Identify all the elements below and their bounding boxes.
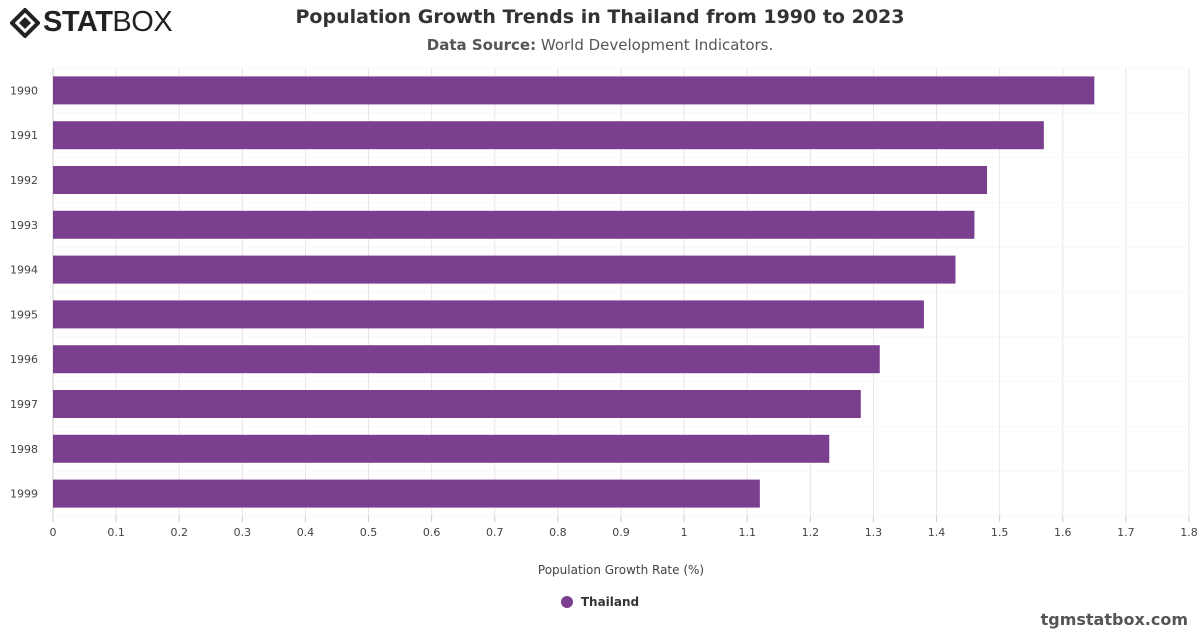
x-tick-label: 1.5: [991, 526, 1009, 539]
bar: [53, 434, 830, 463]
legend-marker: [560, 596, 573, 608]
bar: [53, 76, 1095, 105]
x-tick-label: 0.4: [297, 526, 315, 539]
y-tick-label: 1998: [10, 443, 38, 456]
x-axis-label: Population Growth Rate (%): [537, 563, 705, 577]
y-tick-label: 1991: [10, 129, 38, 142]
x-tick-label: 0.6: [423, 526, 441, 539]
x-tick-label: 1.2: [802, 526, 820, 539]
y-tick-label: 1995: [10, 308, 38, 321]
x-tick-label: 0.5: [360, 526, 378, 539]
y-tick-label: 1993: [10, 219, 38, 232]
y-tick-label: 1994: [10, 264, 38, 277]
x-tick-label: 1.8: [1180, 526, 1198, 539]
logo-box: BOX: [112, 6, 173, 38]
x-tick-label: 0.3: [234, 526, 252, 539]
x-tick-label: 0.7: [486, 526, 504, 539]
logo-stat: STAT: [43, 6, 113, 38]
x-tick-label: 1: [681, 526, 688, 539]
x-tick-label: 0.1: [107, 526, 125, 539]
x-tick-label: 1.6: [1054, 526, 1072, 539]
legend-label: Thailand: [580, 595, 640, 609]
x-tick-label: 1.3: [865, 526, 883, 539]
bar: [53, 121, 1044, 150]
subtitle-label: Data Source:: [426, 36, 537, 54]
y-tick-label: 1996: [10, 353, 38, 366]
x-tick-label: 0.9: [612, 526, 630, 539]
y-tick-label: 1997: [10, 398, 38, 411]
bar: [53, 210, 975, 239]
x-tick-label: 0.8: [549, 526, 567, 539]
y-tick-label: 1990: [10, 84, 38, 97]
x-tick-label: 1.4: [928, 526, 946, 539]
chart-subtitle: Data Source: World Development Indicator…: [0, 36, 1200, 54]
diamond-logo-icon: [10, 7, 40, 38]
subtitle-value: World Development Indicators.: [540, 36, 774, 54]
y-tick-label: 1999: [10, 488, 38, 501]
x-tick-label: 1.1: [738, 526, 756, 539]
x-tick-label: 0.2: [170, 526, 188, 539]
bar: [53, 300, 924, 329]
statbox-logo: STAT BOX: [10, 6, 173, 39]
bar: [53, 166, 988, 194]
x-tick-label: 0: [50, 526, 57, 539]
chart-title: Population Growth Trends in Thailand fro…: [295, 6, 905, 28]
x-tick-label: 1.7: [1117, 526, 1135, 539]
legend[interactable]: Thailand: [0, 595, 1200, 609]
y-tick-label: 1992: [10, 174, 38, 187]
bar: [53, 345, 880, 374]
credit: tgmstatbox.com: [1040, 610, 1188, 629]
bar: [53, 255, 956, 284]
bar: [53, 390, 861, 418]
bar: [53, 479, 760, 508]
